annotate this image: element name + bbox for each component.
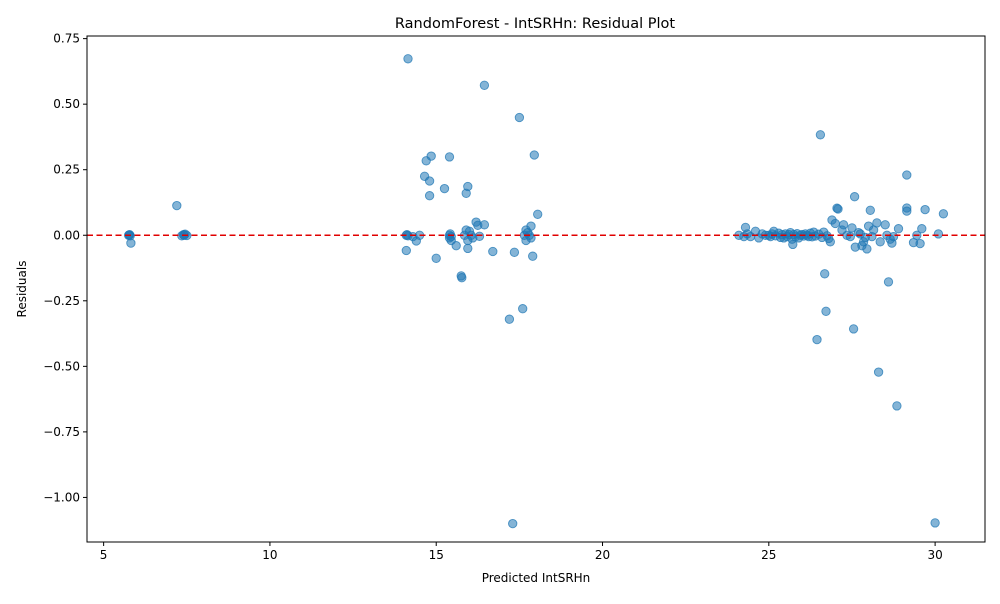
residual-point: [902, 206, 912, 216]
y-tick-label: 0.50: [53, 97, 80, 111]
x-tick-label: 20: [595, 548, 610, 562]
residual-point: [865, 205, 875, 215]
residual-point: [451, 241, 461, 251]
x-tick-label: 15: [429, 548, 444, 562]
axes-background: [87, 36, 985, 542]
residual-point: [820, 269, 830, 279]
residual-point: [444, 152, 455, 162]
residual-point: [812, 334, 822, 345]
residual-point: [902, 170, 912, 180]
y-tick-label: −0.50: [43, 359, 80, 373]
residual-point: [529, 150, 539, 160]
residual-point: [479, 80, 490, 90]
residual-point: [872, 218, 882, 228]
residual-point: [920, 204, 930, 215]
residual-point: [508, 518, 518, 529]
residual-point: [426, 151, 436, 161]
residual-point: [938, 209, 949, 219]
residual-point: [838, 220, 849, 230]
residual-point: [504, 314, 515, 324]
residual-point: [431, 253, 441, 263]
residual-point: [847, 223, 857, 233]
residual-point: [892, 401, 902, 411]
residual-point: [873, 367, 884, 377]
x-axis-label: Predicted IntSRHn: [482, 571, 591, 585]
residual-point: [933, 229, 944, 239]
residual-point: [126, 238, 136, 248]
residual-point: [849, 192, 860, 202]
y-axis-ticks: 0.75 0.50 0.25 0.00 −0.25 −0.50 −0.75 −1.00: [43, 32, 87, 504]
residual-point: [509, 247, 520, 257]
residual-point: [833, 204, 843, 214]
residual-point: [514, 112, 525, 123]
y-tick-label: −1.00: [43, 490, 80, 504]
residual-point: [403, 54, 413, 64]
residual-point: [463, 181, 473, 192]
residual-point: [915, 238, 925, 249]
y-axis-label: Residuals: [15, 261, 29, 318]
residual-point: [875, 237, 885, 247]
residual-point: [528, 251, 538, 261]
y-tick-label: 0.75: [53, 32, 80, 46]
x-tick-label: 30: [927, 548, 942, 562]
residual-point: [479, 220, 490, 230]
residual-point: [439, 183, 450, 194]
residual-point: [457, 273, 467, 283]
residual-point: [815, 130, 826, 140]
x-tick-label: 10: [262, 548, 277, 562]
y-tick-label: −0.75: [43, 425, 80, 439]
residual-point: [862, 244, 872, 254]
x-tick-label: 5: [100, 548, 108, 562]
residual-point: [825, 237, 835, 247]
residual-point: [893, 224, 904, 234]
x-tick-label: 25: [761, 548, 776, 562]
residual-point: [424, 176, 435, 186]
residual-point: [917, 224, 927, 234]
residual-point: [533, 209, 543, 219]
residual-point: [888, 231, 899, 242]
residual-point: [880, 220, 890, 230]
residual-point: [463, 243, 473, 254]
x-axis-ticks: 5 10 15 20 25 30: [100, 542, 943, 562]
residual-point: [883, 277, 894, 287]
residual-point: [172, 200, 182, 211]
y-tick-label: 0.25: [53, 163, 80, 177]
plot-area: [86, 35, 986, 543]
residual-point: [401, 245, 411, 256]
residual-point: [474, 231, 485, 241]
residual-point: [930, 518, 940, 528]
residual-point: [518, 304, 528, 314]
residual-point: [424, 191, 435, 201]
residual-point: [848, 324, 859, 334]
residual-point: [845, 231, 855, 242]
residual-point: [830, 218, 840, 229]
residual-point: [821, 306, 831, 316]
residual-point: [526, 221, 536, 231]
residual-point: [488, 246, 498, 257]
y-tick-label: −0.25: [43, 294, 80, 308]
chart-title: RandomForest - IntSRHn: Residual Plot: [395, 16, 675, 32]
y-tick-label: 0.00: [53, 228, 80, 242]
axes-frame: [86, 35, 986, 543]
